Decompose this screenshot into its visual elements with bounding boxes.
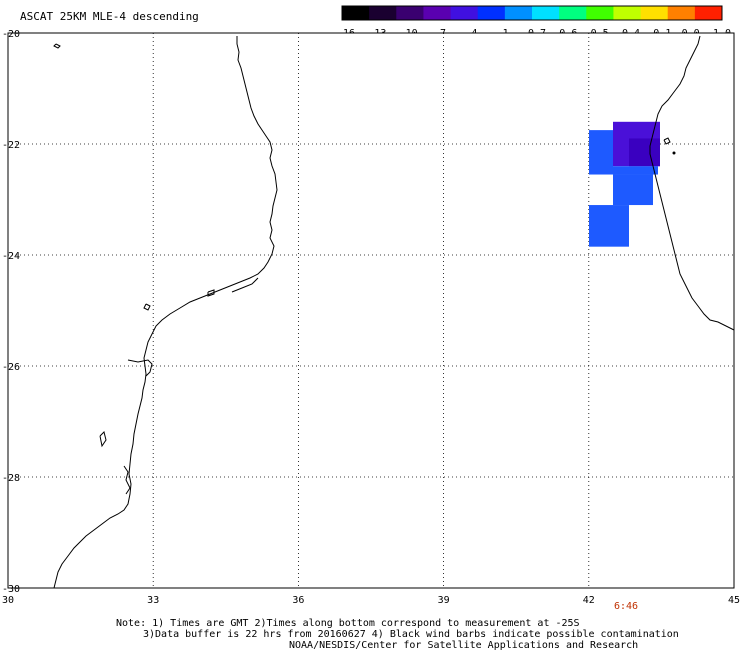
note-line-2: 3)Data buffer is 22 hrs from 20160627 4)… <box>143 629 679 640</box>
wind-cells <box>589 121 660 247</box>
pass-time-label: 6:46 <box>614 601 638 612</box>
colorbar-segment <box>694 6 723 20</box>
lat-tick-label: -30 <box>2 584 20 595</box>
wind-cell <box>589 130 613 175</box>
lon-tick-label: 42 <box>583 595 595 606</box>
colorbar-border <box>341 5 723 21</box>
coastline-africa <box>53 36 278 589</box>
colorbar-segment <box>504 6 533 20</box>
colorbar-segment <box>423 6 452 20</box>
colorbar-segment <box>369 6 397 20</box>
wind-cell <box>629 138 660 167</box>
wind-cell <box>589 205 629 247</box>
longitude-tick-labels: 30 33 36 39 42 45 <box>2 595 740 606</box>
lon-tick-label: 45 <box>728 595 740 606</box>
colorbar-segment <box>396 6 424 20</box>
note-line-1: Note: 1) Times are GMT 2)Times along bot… <box>116 618 580 629</box>
colorbar-segment <box>342 6 370 20</box>
colorbar <box>341 5 723 21</box>
wind-cell <box>613 166 658 175</box>
colorbar-segment <box>450 6 479 20</box>
lon-tick-label: 30 <box>2 595 14 606</box>
lat-tick-label: -28 <box>2 473 20 484</box>
colorbar-segment <box>559 6 587 20</box>
lon-tick-label: 36 <box>292 595 304 606</box>
colorbar-segment <box>640 6 669 20</box>
colorbar-segment <box>532 6 560 20</box>
wind-cell <box>613 174 653 206</box>
lat-tick-label: -26 <box>2 362 20 373</box>
lat-tick-label: -22 <box>2 140 20 151</box>
lon-tick-label: 33 <box>147 595 159 606</box>
colorbar-segment <box>613 6 642 20</box>
note-line-3: NOAA/NESDIS/Center for Satellite Applica… <box>289 640 638 650</box>
colorbar-segment <box>477 6 506 20</box>
lat-lon-grid <box>8 33 734 588</box>
latitude-tick-labels: -20 -22 -24 -26 -28 -30 <box>2 29 20 595</box>
plot-frame <box>7 32 735 589</box>
coastline-madagascar <box>649 35 735 331</box>
lat-tick-label: -24 <box>2 251 20 262</box>
figure-title: ASCAT 25KM MLE-4 descending <box>20 10 199 23</box>
lat-tick-label: -20 <box>2 29 20 40</box>
lon-tick-label: 39 <box>438 595 450 606</box>
colorbar-segment <box>586 6 614 20</box>
colorbar-segment <box>667 6 696 20</box>
